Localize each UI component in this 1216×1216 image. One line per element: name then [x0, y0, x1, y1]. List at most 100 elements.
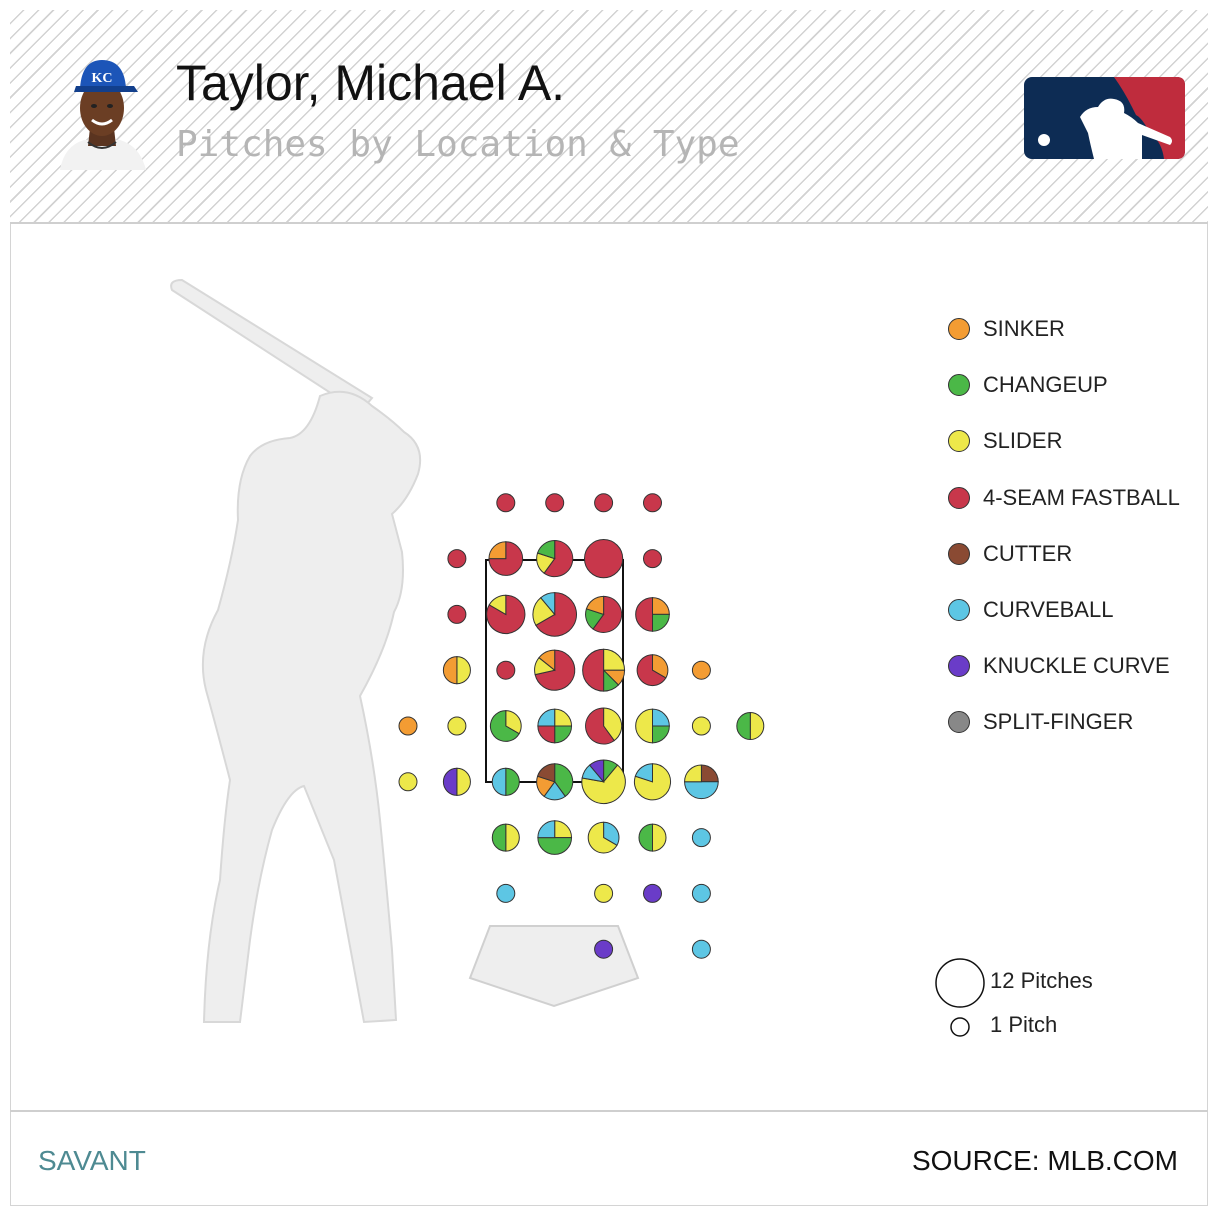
pitch-bin-c0-r6 [398, 772, 418, 792]
pie-slice-slider [581, 764, 626, 805]
pie-slice-changeup [554, 763, 574, 798]
pie-slice-4-seam-fastball [582, 648, 605, 692]
pitch-bin-c1-r4 [442, 656, 471, 685]
pie-slice-4-seam-fastball [535, 592, 577, 637]
pitch-bin-c2-r7 [491, 823, 520, 852]
pie-slice-slider [603, 648, 626, 671]
legend-label-slider: SLIDER [983, 428, 1063, 454]
pitch-bin-c1-r3 [447, 604, 467, 624]
pitch-bin-c4-r3 [585, 595, 623, 633]
pitch-bin-c5-r1 [643, 493, 662, 513]
legend-item-split-finger: SPLIT-FINGER [948, 707, 1133, 737]
legend-item-sinker: SINKER [948, 314, 1065, 344]
pie-slice-changeup [652, 725, 670, 744]
pitch-bin-c5-r6 [634, 763, 672, 801]
pitch-bin-c4-r2 [583, 538, 624, 579]
pitch-bin-c3-r3 [532, 592, 577, 637]
pie-slice-slider [456, 656, 471, 685]
pitch-bin-c3-r7 [537, 820, 573, 855]
legend-item-changeup: CHANGEUP [948, 370, 1108, 400]
pie-slice-sinker [538, 649, 556, 672]
legend-swatch-4-seam-fastball [948, 486, 970, 509]
pitch-bin-c0-r5 [398, 716, 418, 736]
legend-swatch-split-finger [948, 711, 970, 734]
pitch-bin-c3-r5 [537, 708, 573, 744]
pitch-bin-c2-r3 [486, 594, 526, 634]
legend-item-slider: SLIDER [948, 426, 1062, 456]
pie-slice-4-seam-fastball [543, 540, 574, 578]
pie-slice-slider [652, 823, 667, 852]
legend-label-curveball: CURVEBALL [983, 597, 1114, 622]
pie-slice-4-seam-fastball [636, 654, 667, 687]
pie-slice-changeup [652, 613, 670, 632]
pie-slice-curveball [537, 820, 556, 839]
pie-slice-curveball [652, 708, 670, 727]
pie-slice-4-seam-fastball [488, 541, 524, 576]
pie-slice-slider [594, 883, 614, 903]
pitch-bin-c5-r4 [636, 654, 669, 687]
pie-slice-4-seam-fastball [545, 493, 565, 513]
pie-slice-changeup [491, 823, 507, 852]
pie-slice-curveball [539, 592, 556, 616]
pie-slice-changeup [554, 725, 573, 744]
pitch-bin-c5-r7 [638, 823, 667, 852]
pie-slice-cutter [536, 763, 556, 783]
pie-slice-slider [749, 711, 765, 741]
mlb-logo-icon [1024, 77, 1185, 159]
pie-slice-sinker [585, 595, 605, 616]
pie-slice-changeup [489, 710, 520, 742]
pie-slice-curveball [634, 763, 653, 783]
pitch-bin-c2-r1 [496, 493, 516, 513]
pie-slice-sinker [691, 660, 711, 680]
pitch-bin-c6-r7 [691, 828, 711, 848]
size-legend-label-small: 1 Pitch [990, 1012, 1058, 1037]
pitch-bin-c4-r9 [594, 939, 614, 959]
pitch-bin-c4-r1 [594, 493, 614, 513]
pitch-bin-c1-r6 [442, 767, 471, 796]
pitch-bin-c2-r6 [491, 767, 520, 796]
pie-slice-4-seam-fastball [447, 549, 467, 569]
pie-slice-curveball [684, 781, 719, 800]
legend-label-split-finger: SPLIT-FINGER [983, 709, 1134, 735]
pie-slice-knuckle-curve [588, 759, 605, 784]
pie-slice-slider [603, 707, 623, 742]
pitch-bin-c2-r5 [489, 710, 522, 742]
pitch-bin-c6-r9 [691, 939, 711, 959]
pie-slice-slider [447, 716, 467, 736]
legend-label-4-seam-fastball: 4-SEAM FASTBALL [983, 484, 1180, 510]
legend-label-cutter: CUTTER [983, 540, 1073, 566]
pie-slice-knuckle-curve [442, 767, 458, 796]
pitch-bin-c3-r6 [536, 763, 574, 801]
legend-item-knuckle-curve: KNUCKLE CURVE [948, 651, 1170, 681]
legend-swatch-knuckle-curve [948, 655, 970, 678]
pie-slice-slider [456, 767, 471, 796]
legend-item-4-seam-fastball: 4-SEAM FASTBALL [948, 483, 1180, 513]
pie-slice-curveball [691, 883, 711, 903]
pitch-bins [398, 493, 765, 959]
pie-slice-changeup [537, 837, 573, 855]
legend-swatch-curveball [948, 599, 970, 621]
pitch-bin-c4-r8 [594, 883, 614, 903]
pie-slice-sinker [442, 656, 458, 685]
pie-slice-cutter [700, 764, 719, 783]
pie-slice-4-seam-fastball [594, 493, 614, 513]
pitch-bin-c1-r2 [447, 549, 467, 569]
pitch-bin-c5-r3 [635, 597, 670, 632]
pie-slice-changeup [505, 767, 520, 796]
pie-slice-curveball [537, 708, 556, 727]
pie-slice-curveball [691, 939, 711, 959]
pitch-bin-c4-r6 [581, 759, 626, 805]
svg-text:KC: KC [92, 71, 113, 86]
pitch-bin-c6-r4 [691, 660, 711, 680]
player-headshot-icon: KC [60, 60, 146, 170]
legend-swatch-slider [948, 430, 970, 453]
pie-slice-4-seam-fastball [635, 597, 653, 632]
pie-slice-sinker [652, 597, 670, 615]
pitch-bin-c6-r6 [684, 764, 719, 800]
pie-slice-curveball [691, 828, 711, 848]
size-legend-circle-small [950, 1017, 970, 1037]
chart-title: Taylor, Michael A. [176, 55, 566, 111]
home-plate [468, 925, 640, 1008]
pitch-bin-c5-r8 [643, 883, 662, 903]
